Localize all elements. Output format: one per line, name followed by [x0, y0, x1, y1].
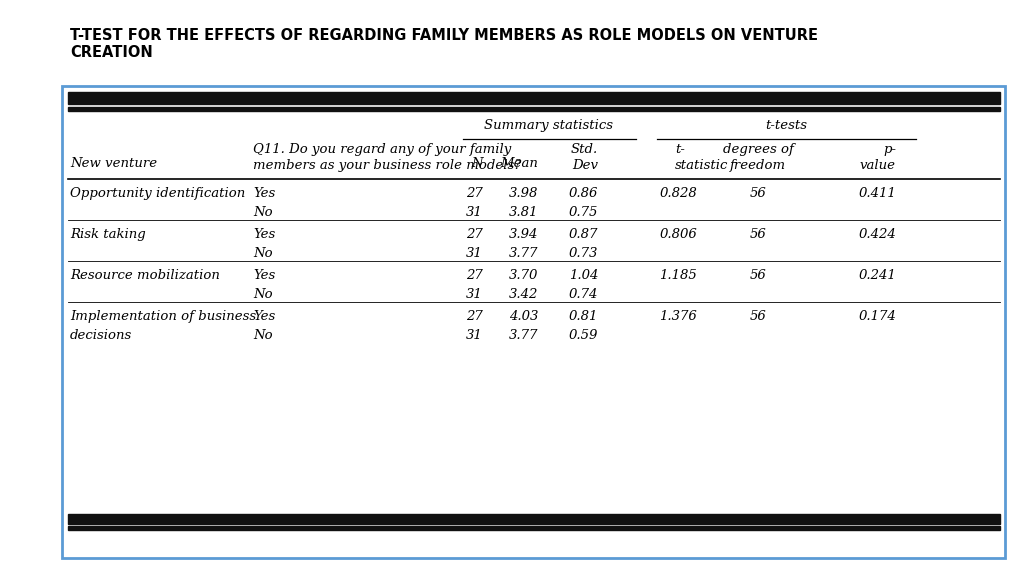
- Text: Resource mobilization: Resource mobilization: [70, 269, 220, 282]
- Text: 3.77: 3.77: [509, 247, 538, 260]
- Text: 31: 31: [466, 206, 483, 219]
- Text: t-: t-: [675, 143, 685, 156]
- Text: Implementation of business: Implementation of business: [70, 310, 256, 323]
- Text: freedom: freedom: [730, 159, 786, 172]
- Text: 27: 27: [466, 187, 483, 200]
- Text: New venture: New venture: [70, 157, 157, 170]
- FancyBboxPatch shape: [62, 86, 1005, 558]
- Text: 56: 56: [750, 187, 766, 200]
- Text: decisions: decisions: [70, 329, 132, 342]
- Text: Mean: Mean: [500, 157, 538, 170]
- Text: No: No: [253, 288, 272, 301]
- Text: Risk taking: Risk taking: [70, 228, 145, 241]
- Text: Q11. Do you regard any of your family: Q11. Do you regard any of your family: [253, 143, 511, 156]
- Text: 0.75: 0.75: [568, 206, 598, 219]
- Text: members as your business role models?: members as your business role models?: [253, 159, 521, 172]
- Bar: [68, 107, 1000, 111]
- Text: 0.59: 0.59: [568, 329, 598, 342]
- Text: 27: 27: [466, 228, 483, 241]
- Text: 1.185: 1.185: [659, 269, 697, 282]
- Text: statistic: statistic: [675, 159, 728, 172]
- Bar: [68, 526, 1000, 530]
- Text: 0.241: 0.241: [858, 269, 896, 282]
- Text: 0.424: 0.424: [858, 228, 896, 241]
- Text: 3.81: 3.81: [509, 206, 538, 219]
- Text: 1.376: 1.376: [659, 310, 697, 323]
- Text: 0.81: 0.81: [568, 310, 598, 323]
- Text: 27: 27: [466, 269, 483, 282]
- Text: 3.98: 3.98: [509, 187, 538, 200]
- Text: 0.74: 0.74: [568, 288, 598, 301]
- Text: 3.70: 3.70: [509, 269, 538, 282]
- Text: 56: 56: [750, 228, 766, 241]
- Text: 56: 56: [750, 310, 766, 323]
- Bar: [68, 514, 1000, 524]
- Text: T-TEST FOR THE EFFECTS OF REGARDING FAMILY MEMBERS AS ROLE MODELS ON VENTURE
CRE: T-TEST FOR THE EFFECTS OF REGARDING FAMI…: [70, 28, 818, 60]
- Text: 1.04: 1.04: [568, 269, 598, 282]
- Text: Yes: Yes: [253, 310, 275, 323]
- Text: 0.174: 0.174: [858, 310, 896, 323]
- Text: 3.42: 3.42: [509, 288, 538, 301]
- Bar: [68, 92, 1000, 104]
- Text: 27: 27: [466, 310, 483, 323]
- Text: 0.828: 0.828: [659, 187, 697, 200]
- Text: 31: 31: [466, 288, 483, 301]
- Text: 3.77: 3.77: [509, 329, 538, 342]
- Text: Yes: Yes: [253, 269, 275, 282]
- Text: No: No: [253, 247, 272, 260]
- Text: t-tests: t-tests: [766, 119, 808, 132]
- Text: 0.73: 0.73: [568, 247, 598, 260]
- Text: Dev: Dev: [572, 159, 598, 172]
- Text: 31: 31: [466, 247, 483, 260]
- Text: 0.411: 0.411: [858, 187, 896, 200]
- Text: Std.: Std.: [570, 143, 598, 156]
- Text: No: No: [253, 206, 272, 219]
- Text: 0.87: 0.87: [568, 228, 598, 241]
- Text: No: No: [253, 329, 272, 342]
- Text: 3.94: 3.94: [509, 228, 538, 241]
- Text: N: N: [471, 157, 483, 170]
- Text: 4.03: 4.03: [509, 310, 538, 323]
- Text: Opportunity identification: Opportunity identification: [70, 187, 246, 200]
- Text: Summary statistics: Summary statistics: [484, 119, 613, 132]
- Text: 0.806: 0.806: [659, 228, 697, 241]
- Text: 0.86: 0.86: [568, 187, 598, 200]
- Text: 31: 31: [466, 329, 483, 342]
- Text: 56: 56: [750, 269, 766, 282]
- Text: degrees of: degrees of: [723, 143, 794, 156]
- Text: Yes: Yes: [253, 228, 275, 241]
- Text: value: value: [860, 159, 896, 172]
- Text: Yes: Yes: [253, 187, 275, 200]
- Text: p-: p-: [883, 143, 896, 156]
